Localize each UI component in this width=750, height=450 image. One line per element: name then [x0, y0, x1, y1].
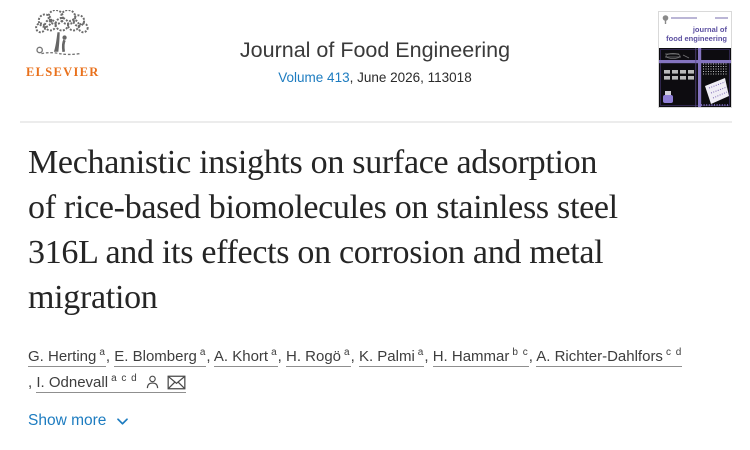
title-line: 316L and its effects on corrosion and me…	[28, 234, 604, 271]
title-line: of rice-based biomolecules on stainless …	[28, 189, 618, 226]
affiliation-sup: a c d	[111, 373, 138, 384]
show-more-button[interactable]: Show more	[28, 412, 130, 430]
cover-masthead: journal of food engineering	[659, 12, 731, 49]
journal-cover-thumbnail[interactable]: journal of food engineering	[658, 11, 732, 108]
show-more-label: Show more	[28, 412, 107, 429]
person-icon	[146, 375, 158, 389]
author-link-herting[interactable]: G. Herting a	[28, 347, 106, 367]
affiliation-sup: a	[271, 347, 278, 358]
elsevier-wordmark: ELSEVIER	[26, 65, 100, 79]
cover-journal-title: journal of food engineering	[666, 25, 727, 43]
author-link-blomberg[interactable]: E. Blomberg a	[114, 347, 207, 367]
elsevier-brand[interactable]: ELSEVIER	[26, 9, 100, 80]
title-line: Mechanistic insights on surface adsorpti…	[28, 144, 598, 181]
author-link-khort[interactable]: A. Khort a	[213, 347, 278, 367]
cover-artwork	[659, 48, 731, 107]
author-link-hammar[interactable]: H. Hammar b c	[432, 347, 529, 367]
chevron-down-icon	[117, 417, 129, 425]
author-line-1: G. Herting a, E. Blomberg a, A. Khort a, H.…	[28, 347, 683, 367]
affiliation-sup: c d	[665, 347, 683, 358]
affiliation-sup: a	[99, 347, 106, 358]
cover-microtext-right	[715, 17, 728, 19]
header-divider	[20, 121, 732, 123]
author-list: G. Herting a, E. Blomberg a, A. Khort a, H.…	[28, 344, 738, 396]
issue-info: , June 2026, 113018	[349, 70, 472, 85]
affiliation-sup: a	[344, 347, 351, 358]
affiliation-sup: a	[417, 347, 425, 358]
author-link-odnevall[interactable]: I. Odnevall a c d	[36, 373, 186, 393]
cover-microtext-left	[671, 17, 697, 19]
envelope-icon	[167, 375, 186, 390]
author-link-palmi[interactable]: K. Palmi a	[358, 347, 425, 367]
volume-issue-line: Volume 413, June 2026, 113018	[150, 70, 600, 85]
author-line-2: , I. Odnevall a c d	[28, 370, 738, 396]
author-link-rogo[interactable]: H. Rogö a	[286, 347, 351, 367]
affiliation-sup: a	[199, 347, 207, 358]
article-title: Mechanistic insights on surface adsorpti…	[28, 140, 734, 320]
journal-title-link[interactable]: Journal of Food Engineering	[239, 38, 511, 62]
volume-link[interactable]: Volume 413	[278, 70, 350, 85]
title-line: migration	[28, 279, 158, 316]
elsevier-tree-logo	[35, 9, 89, 56]
affiliation-sup: b c	[512, 347, 529, 358]
cover-mini-tree-icon	[662, 15, 669, 24]
journal-heading: Journal of Food Engineering Volume 413, …	[150, 38, 600, 85]
author-link-richter-dahlfors[interactable]: A. Richter-Dahlfors c d	[536, 347, 683, 367]
